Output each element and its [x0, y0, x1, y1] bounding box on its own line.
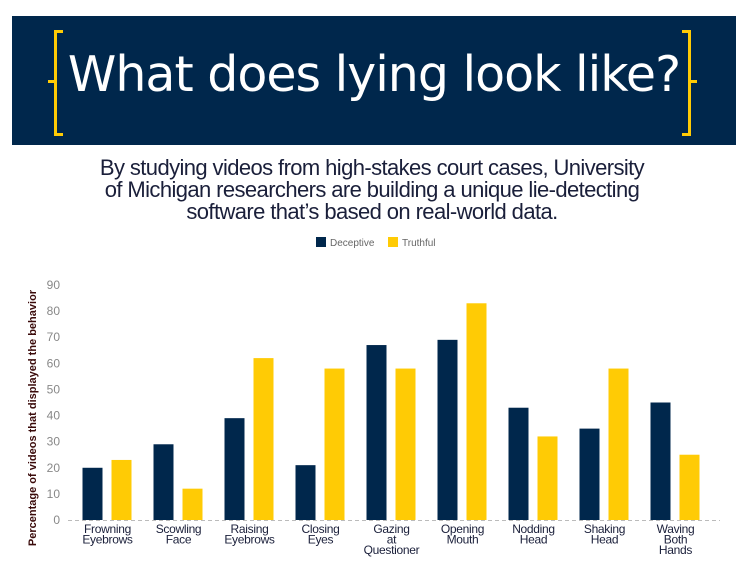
x-tick-label: Scowling	[156, 522, 202, 536]
x-tick-label: Hands	[659, 543, 692, 557]
legend-swatch-truthful	[388, 237, 398, 247]
x-tick-label: Head	[520, 533, 548, 547]
y-tick-label: 60	[47, 356, 61, 370]
bar-deceptive	[295, 465, 316, 520]
x-tick-label: Waving	[657, 522, 695, 536]
x-tick-label: Raising	[231, 522, 269, 536]
y-tick-label: 40	[47, 409, 61, 423]
subtitle-line: software that’s based on real-world data…	[186, 199, 558, 224]
y-tick-label: 80	[47, 304, 61, 318]
x-tick-label: at	[387, 533, 397, 547]
subtitle: By studying videos from high-stakes cour…	[30, 157, 714, 223]
bar-truthful	[608, 368, 629, 520]
x-tick-label: Eyebrows	[82, 533, 133, 547]
title-banner: What does lying look like?	[12, 16, 736, 145]
x-tick-label: Gazing	[373, 522, 409, 536]
bar-deceptive	[579, 428, 600, 520]
y-tick-label: 50	[47, 382, 61, 396]
subtitle-line: of Michigan researchers are building a u…	[104, 177, 640, 202]
x-tick-label: Both	[664, 533, 688, 547]
bar-deceptive	[650, 402, 671, 520]
bar-deceptive	[82, 467, 103, 520]
y-tick-label: 20	[47, 461, 61, 475]
y-tick-label: 90	[47, 278, 61, 292]
legend-label-truthful: Truthful	[402, 238, 436, 249]
x-tick-label: Questioner	[364, 543, 420, 557]
x-tick-label: Mouth	[447, 533, 479, 547]
legend-label-deceptive: Deceptive	[330, 238, 375, 249]
bar-deceptive	[366, 345, 387, 520]
x-tick-label: Nodding	[512, 522, 555, 536]
bar-truthful	[253, 358, 274, 520]
y-axis-label: Percentage of videos that displayed the …	[27, 289, 39, 546]
x-tick-label: Eyebrows	[224, 533, 275, 547]
y-tick-label: 10	[47, 487, 61, 501]
bar-truthful	[466, 303, 487, 520]
left-bracket-tick	[48, 80, 54, 83]
bar-deceptive	[508, 407, 529, 520]
bar-truthful	[679, 454, 700, 520]
y-tick-label: 0	[53, 513, 60, 527]
bar-truthful	[182, 488, 203, 520]
y-tick-label: 70	[47, 330, 61, 344]
bar-deceptive	[224, 418, 245, 520]
x-tick-label: Shaking	[584, 522, 625, 536]
page-title: What does lying look like?	[67, 46, 681, 103]
x-tick-label: Eyes	[308, 533, 334, 547]
x-tick-label: Head	[591, 533, 619, 547]
x-tick-label: Frowning	[84, 522, 131, 536]
y-tick-label: 30	[47, 435, 61, 449]
bar-deceptive	[153, 444, 174, 520]
x-tick-label: Face	[166, 533, 192, 547]
x-tick-label: Closing	[302, 522, 340, 536]
bar-truthful	[324, 368, 345, 520]
bar-truthful	[111, 459, 132, 520]
x-tick-label: Opening	[441, 522, 484, 536]
legend-swatch-deceptive	[316, 237, 326, 247]
right-bracket-decoration	[682, 30, 691, 136]
right-bracket-tick	[691, 80, 697, 83]
left-bracket-decoration	[54, 30, 63, 136]
bar-truthful	[537, 436, 558, 520]
bar-truthful	[395, 368, 416, 520]
bar-deceptive	[437, 339, 458, 520]
subtitle-line: By studying videos from high-stakes cour…	[99, 155, 645, 180]
